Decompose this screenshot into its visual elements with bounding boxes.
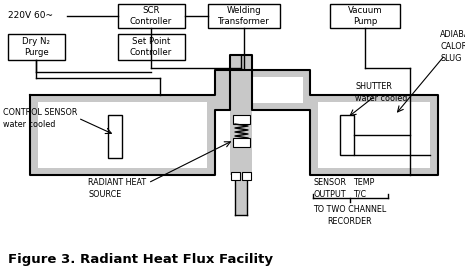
- Bar: [118, 34, 185, 60]
- Text: RADIANT HEAT
SOURCE: RADIANT HEAT SOURCE: [88, 178, 146, 199]
- Bar: [235, 175, 247, 215]
- Bar: [310, 95, 438, 175]
- Bar: [233, 115, 250, 124]
- Text: Dry N₂
Purge: Dry N₂ Purge: [22, 37, 50, 57]
- Bar: [253, 77, 303, 103]
- Bar: [38, 102, 207, 168]
- Text: Vacuum
Pump: Vacuum Pump: [348, 6, 382, 26]
- Bar: [208, 4, 280, 28]
- Text: 220V 60~: 220V 60~: [8, 11, 53, 20]
- Text: ADIABATIC
CALORIMETER
SLUG: ADIABATIC CALORIMETER SLUG: [440, 30, 465, 63]
- Text: SCR
Controller: SCR Controller: [130, 6, 172, 26]
- Bar: [233, 138, 250, 147]
- Bar: [318, 102, 430, 168]
- Text: TEMP
T/C: TEMP T/C: [353, 178, 374, 199]
- Bar: [8, 34, 65, 60]
- Text: Set Point
Controller: Set Point Controller: [130, 37, 172, 57]
- Text: Figure 3. Radiant Heat Flux Facility: Figure 3. Radiant Heat Flux Facility: [8, 254, 273, 266]
- Text: TO TWO CHANNEL
RECORDER: TO TWO CHANNEL RECORDER: [313, 205, 386, 226]
- Bar: [230, 55, 252, 175]
- Bar: [215, 70, 310, 110]
- Text: SHUTTER
water cooled: SHUTTER water cooled: [355, 82, 407, 103]
- Bar: [30, 95, 215, 175]
- Bar: [108, 115, 122, 158]
- Text: Welding
Transformer: Welding Transformer: [218, 6, 270, 26]
- Bar: [330, 4, 400, 28]
- Text: CONTROL SENSOR
water cooled: CONTROL SENSOR water cooled: [3, 108, 77, 129]
- Bar: [118, 4, 185, 28]
- Text: SENSOR
OUTPUT: SENSOR OUTPUT: [313, 178, 346, 199]
- Bar: [231, 172, 240, 180]
- Bar: [242, 172, 251, 180]
- Bar: [340, 115, 354, 155]
